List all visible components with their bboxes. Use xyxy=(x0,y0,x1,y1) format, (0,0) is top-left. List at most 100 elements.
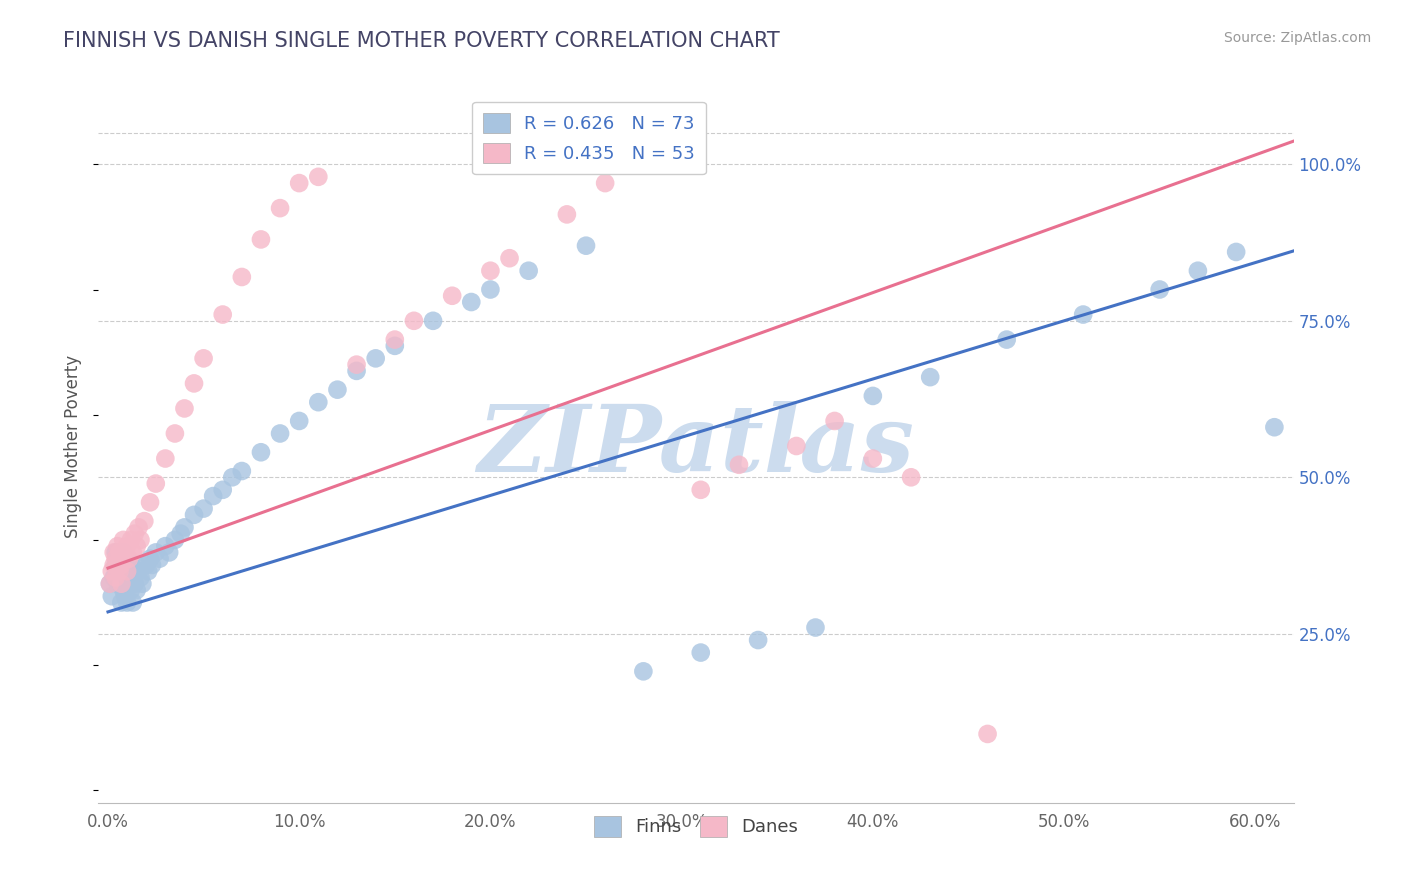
Point xyxy=(1263,420,1285,434)
Point xyxy=(107,558,129,572)
Point xyxy=(193,351,215,366)
Point xyxy=(110,576,132,591)
Text: ZIPatlas: ZIPatlas xyxy=(478,401,914,491)
Point xyxy=(346,364,368,378)
Point xyxy=(139,495,162,509)
Point xyxy=(211,483,233,497)
Point xyxy=(103,545,125,559)
Point xyxy=(173,520,195,534)
Point xyxy=(98,576,121,591)
Point xyxy=(402,314,425,328)
Point xyxy=(221,470,243,484)
Point xyxy=(120,558,142,572)
Point xyxy=(920,370,942,384)
Point xyxy=(121,545,143,559)
Point xyxy=(104,570,127,584)
Point xyxy=(118,551,141,566)
Point xyxy=(498,251,520,265)
Point xyxy=(128,520,150,534)
Point xyxy=(479,283,502,297)
Point xyxy=(269,201,291,215)
Point xyxy=(747,633,769,648)
Point xyxy=(326,383,349,397)
Point xyxy=(824,414,846,428)
Point xyxy=(121,570,143,584)
Point xyxy=(108,564,131,578)
Point xyxy=(288,176,311,190)
Point xyxy=(104,545,127,559)
Point xyxy=(112,564,135,578)
Point xyxy=(288,414,311,428)
Point xyxy=(211,308,233,322)
Point xyxy=(125,582,148,597)
Point xyxy=(269,426,291,441)
Point xyxy=(108,551,131,566)
Point xyxy=(862,451,884,466)
Point xyxy=(1149,283,1171,297)
Point xyxy=(118,570,141,584)
Point xyxy=(995,333,1018,347)
Point xyxy=(157,545,180,559)
Point xyxy=(115,564,138,578)
Point xyxy=(689,646,711,660)
Point xyxy=(479,264,502,278)
Point xyxy=(104,558,127,572)
Point xyxy=(129,570,152,584)
Point xyxy=(124,576,146,591)
Point xyxy=(346,358,368,372)
Point xyxy=(183,376,205,391)
Point xyxy=(804,621,827,635)
Point xyxy=(121,595,143,609)
Point xyxy=(422,314,444,328)
Point xyxy=(108,545,131,559)
Point xyxy=(124,526,146,541)
Point xyxy=(163,426,186,441)
Point xyxy=(250,445,273,459)
Point xyxy=(163,533,186,547)
Point xyxy=(103,570,125,584)
Point xyxy=(101,564,124,578)
Point xyxy=(149,551,172,566)
Y-axis label: Single Mother Poverty: Single Mother Poverty xyxy=(65,354,83,538)
Point xyxy=(115,539,138,553)
Point xyxy=(129,533,152,547)
Point xyxy=(1225,244,1247,259)
Point xyxy=(115,551,138,566)
Point xyxy=(976,727,998,741)
Text: Source: ZipAtlas.com: Source: ZipAtlas.com xyxy=(1223,31,1371,45)
Point xyxy=(460,295,482,310)
Point xyxy=(1071,308,1094,322)
Point xyxy=(98,576,121,591)
Point xyxy=(231,270,253,285)
Point xyxy=(862,389,884,403)
Point xyxy=(114,564,136,578)
Point xyxy=(108,570,131,584)
Point xyxy=(114,545,136,559)
Point xyxy=(633,665,655,679)
Point xyxy=(633,151,655,165)
Point xyxy=(101,589,124,603)
Point xyxy=(107,576,129,591)
Point xyxy=(110,558,132,572)
Point xyxy=(785,439,807,453)
Point xyxy=(728,458,751,472)
Point xyxy=(112,533,135,547)
Point xyxy=(575,238,598,252)
Point xyxy=(115,595,138,609)
Point xyxy=(112,582,135,597)
Point xyxy=(139,551,162,566)
Point xyxy=(555,207,578,221)
Point xyxy=(141,558,163,572)
Point xyxy=(307,169,329,184)
Point xyxy=(131,576,153,591)
Point xyxy=(110,595,132,609)
Point xyxy=(110,576,132,591)
Point xyxy=(441,289,464,303)
Point xyxy=(364,351,387,366)
Point xyxy=(145,545,167,559)
Point xyxy=(193,501,215,516)
Point xyxy=(112,545,135,559)
Point xyxy=(125,539,148,553)
Point xyxy=(107,539,129,553)
Point xyxy=(384,333,406,347)
